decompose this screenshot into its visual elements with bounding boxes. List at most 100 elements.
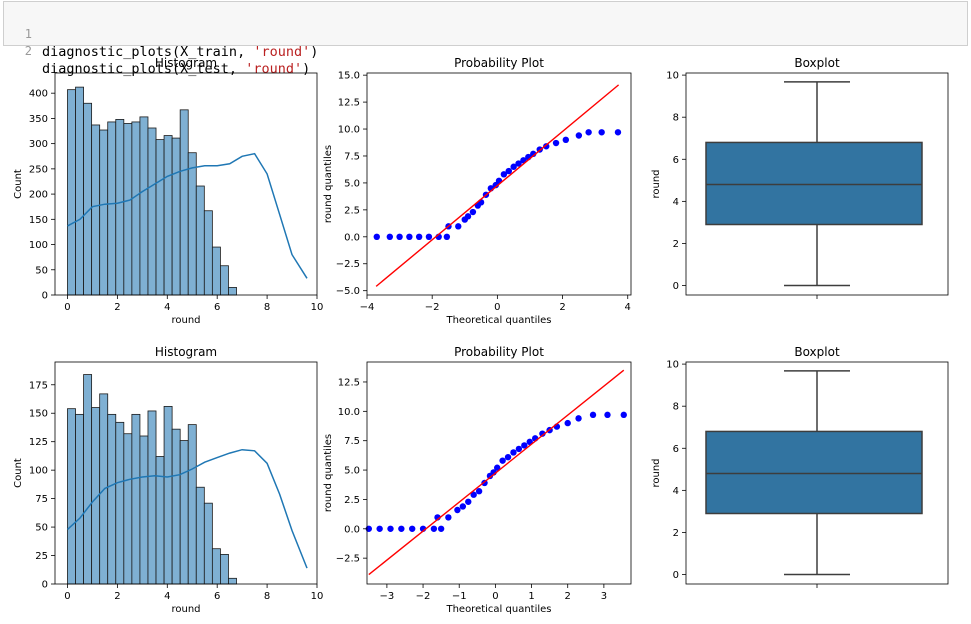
histogram-bar (195, 185, 205, 296)
y-tick-label: 50 (35, 265, 48, 276)
histogram-bar (67, 408, 76, 585)
code-line-2: 2 diagnostic_plots(X_test, 'round') (4, 24, 310, 77)
y-tick-label: −5.0 (336, 286, 360, 297)
histogram-bar (228, 287, 237, 296)
y-tick-label: 6 (673, 444, 679, 455)
histogram-bar (163, 405, 173, 585)
qq-point (585, 129, 592, 136)
chart-title: Probability Plot (454, 345, 544, 359)
histogram-bar (115, 119, 125, 296)
y-tick-label: −2.5 (336, 259, 360, 270)
x-tick-label: 2 (565, 591, 571, 602)
histogram-bar (75, 413, 84, 585)
x-tick-label: 10 (311, 591, 324, 602)
code-close: ) (310, 44, 319, 60)
qq-point (500, 171, 508, 178)
histogram-bar (220, 265, 229, 296)
histogram-bar (187, 424, 197, 585)
y-tick-label: 2.5 (344, 495, 360, 506)
qq-point (454, 506, 461, 514)
y-tick-label: 2.5 (344, 205, 360, 216)
histogram-bar (83, 102, 93, 296)
qq-point (575, 132, 583, 139)
x-tick-label: 4 (164, 591, 170, 602)
box-iqr (705, 141, 923, 226)
qq-point (562, 136, 570, 144)
x-tick-label: 4 (625, 302, 631, 313)
y-tick-label: 15.0 (338, 71, 360, 82)
histogram-bar (187, 152, 197, 296)
histogram-bar (203, 502, 213, 585)
x-tick-label: 1 (528, 591, 534, 602)
code-line-1: 1 diagnostic_plots(X_train, 'round') (4, 7, 319, 60)
x-tick-label: 6 (214, 302, 220, 313)
qq-point (552, 139, 560, 147)
y-tick-label: 250 (29, 164, 48, 175)
qq-point (505, 167, 512, 175)
code-call: diagnostic_plots(X_train, (42, 44, 254, 60)
axes-frame (366, 72, 632, 296)
qq-point (504, 453, 512, 461)
y-tick-label: 0 (673, 570, 679, 581)
line-number: 2 (24, 44, 32, 58)
qq-point (604, 411, 611, 419)
x-axis-label: Theoretical quantiles (445, 604, 551, 615)
histogram-bar (115, 421, 125, 585)
chart-title: Probability Plot (454, 56, 544, 70)
x-axis-label: Theoretical quantiles (445, 315, 551, 326)
qq-point (396, 233, 403, 241)
histogram-bar (83, 374, 93, 585)
y-tick-label: 150 (29, 409, 48, 420)
y-tick-label: 0.0 (344, 524, 360, 535)
qq-point (589, 411, 597, 419)
axes-frame (54, 361, 318, 585)
y-tick-label: 0.0 (344, 232, 360, 243)
box-iqr (705, 430, 923, 515)
qq-point (477, 199, 485, 206)
code-string: 'round' (253, 44, 311, 60)
y-axis-label: Count (13, 169, 24, 199)
y-axis-label: round quantiles (323, 145, 334, 223)
y-tick-label: 6 (673, 155, 679, 166)
y-tick-label: 4 (673, 197, 679, 208)
x-tick-label: 0 (64, 591, 70, 602)
histogram-bar (91, 124, 101, 296)
y-axis-label: round quantiles (323, 434, 334, 512)
y-tick-label: 25 (35, 551, 48, 562)
code-cell[interactable]: 1 diagnostic_plots(X_train, 'round') 2 d… (3, 1, 968, 77)
qq-point (543, 143, 550, 150)
qq-point (464, 213, 472, 220)
histogram-bar (147, 410, 157, 585)
y-tick-label: 8 (673, 113, 679, 124)
line-number: 1 (24, 27, 32, 41)
y-axis-label: round (651, 458, 662, 487)
x-tick-label: 10 (311, 302, 324, 313)
histogram-bar (147, 127, 157, 296)
y-tick-label: 0 (42, 580, 48, 591)
qq-point (455, 223, 462, 230)
qq-point (373, 233, 380, 241)
histogram-bar (203, 210, 213, 296)
code-text: diagnostic_plots(X_train, 'round') (42, 43, 318, 61)
y-tick-label: 200 (29, 190, 48, 201)
x-tick-label: 4 (164, 302, 170, 313)
subplot-3-box: Boxplot 0 2 4 6 8 10 round (651, 56, 949, 299)
y-tick-label: 2 (673, 239, 679, 250)
subplot-4-bar: Histogram 0 25 50 75 100 125 150 175 0 2 4 6 8 10 round… (13, 345, 323, 615)
y-tick-label: 10 (666, 360, 679, 371)
qq-point (515, 160, 522, 167)
x-tick-label: 0 (494, 302, 500, 313)
qq-point (445, 514, 452, 521)
qq-point (598, 129, 605, 136)
histogram-bar (179, 109, 189, 296)
y-axis-label: round (651, 169, 662, 198)
y-tick-label: 7.5 (344, 151, 360, 162)
qq-point (564, 419, 571, 427)
y-tick-label: 7.5 (344, 436, 360, 447)
y-tick-label: 10 (666, 71, 679, 82)
histogram-bar (163, 135, 173, 296)
qq-point (415, 233, 423, 241)
axes-frame (366, 361, 632, 585)
axes-frame (685, 361, 949, 585)
y-tick-label: 350 (29, 114, 48, 125)
